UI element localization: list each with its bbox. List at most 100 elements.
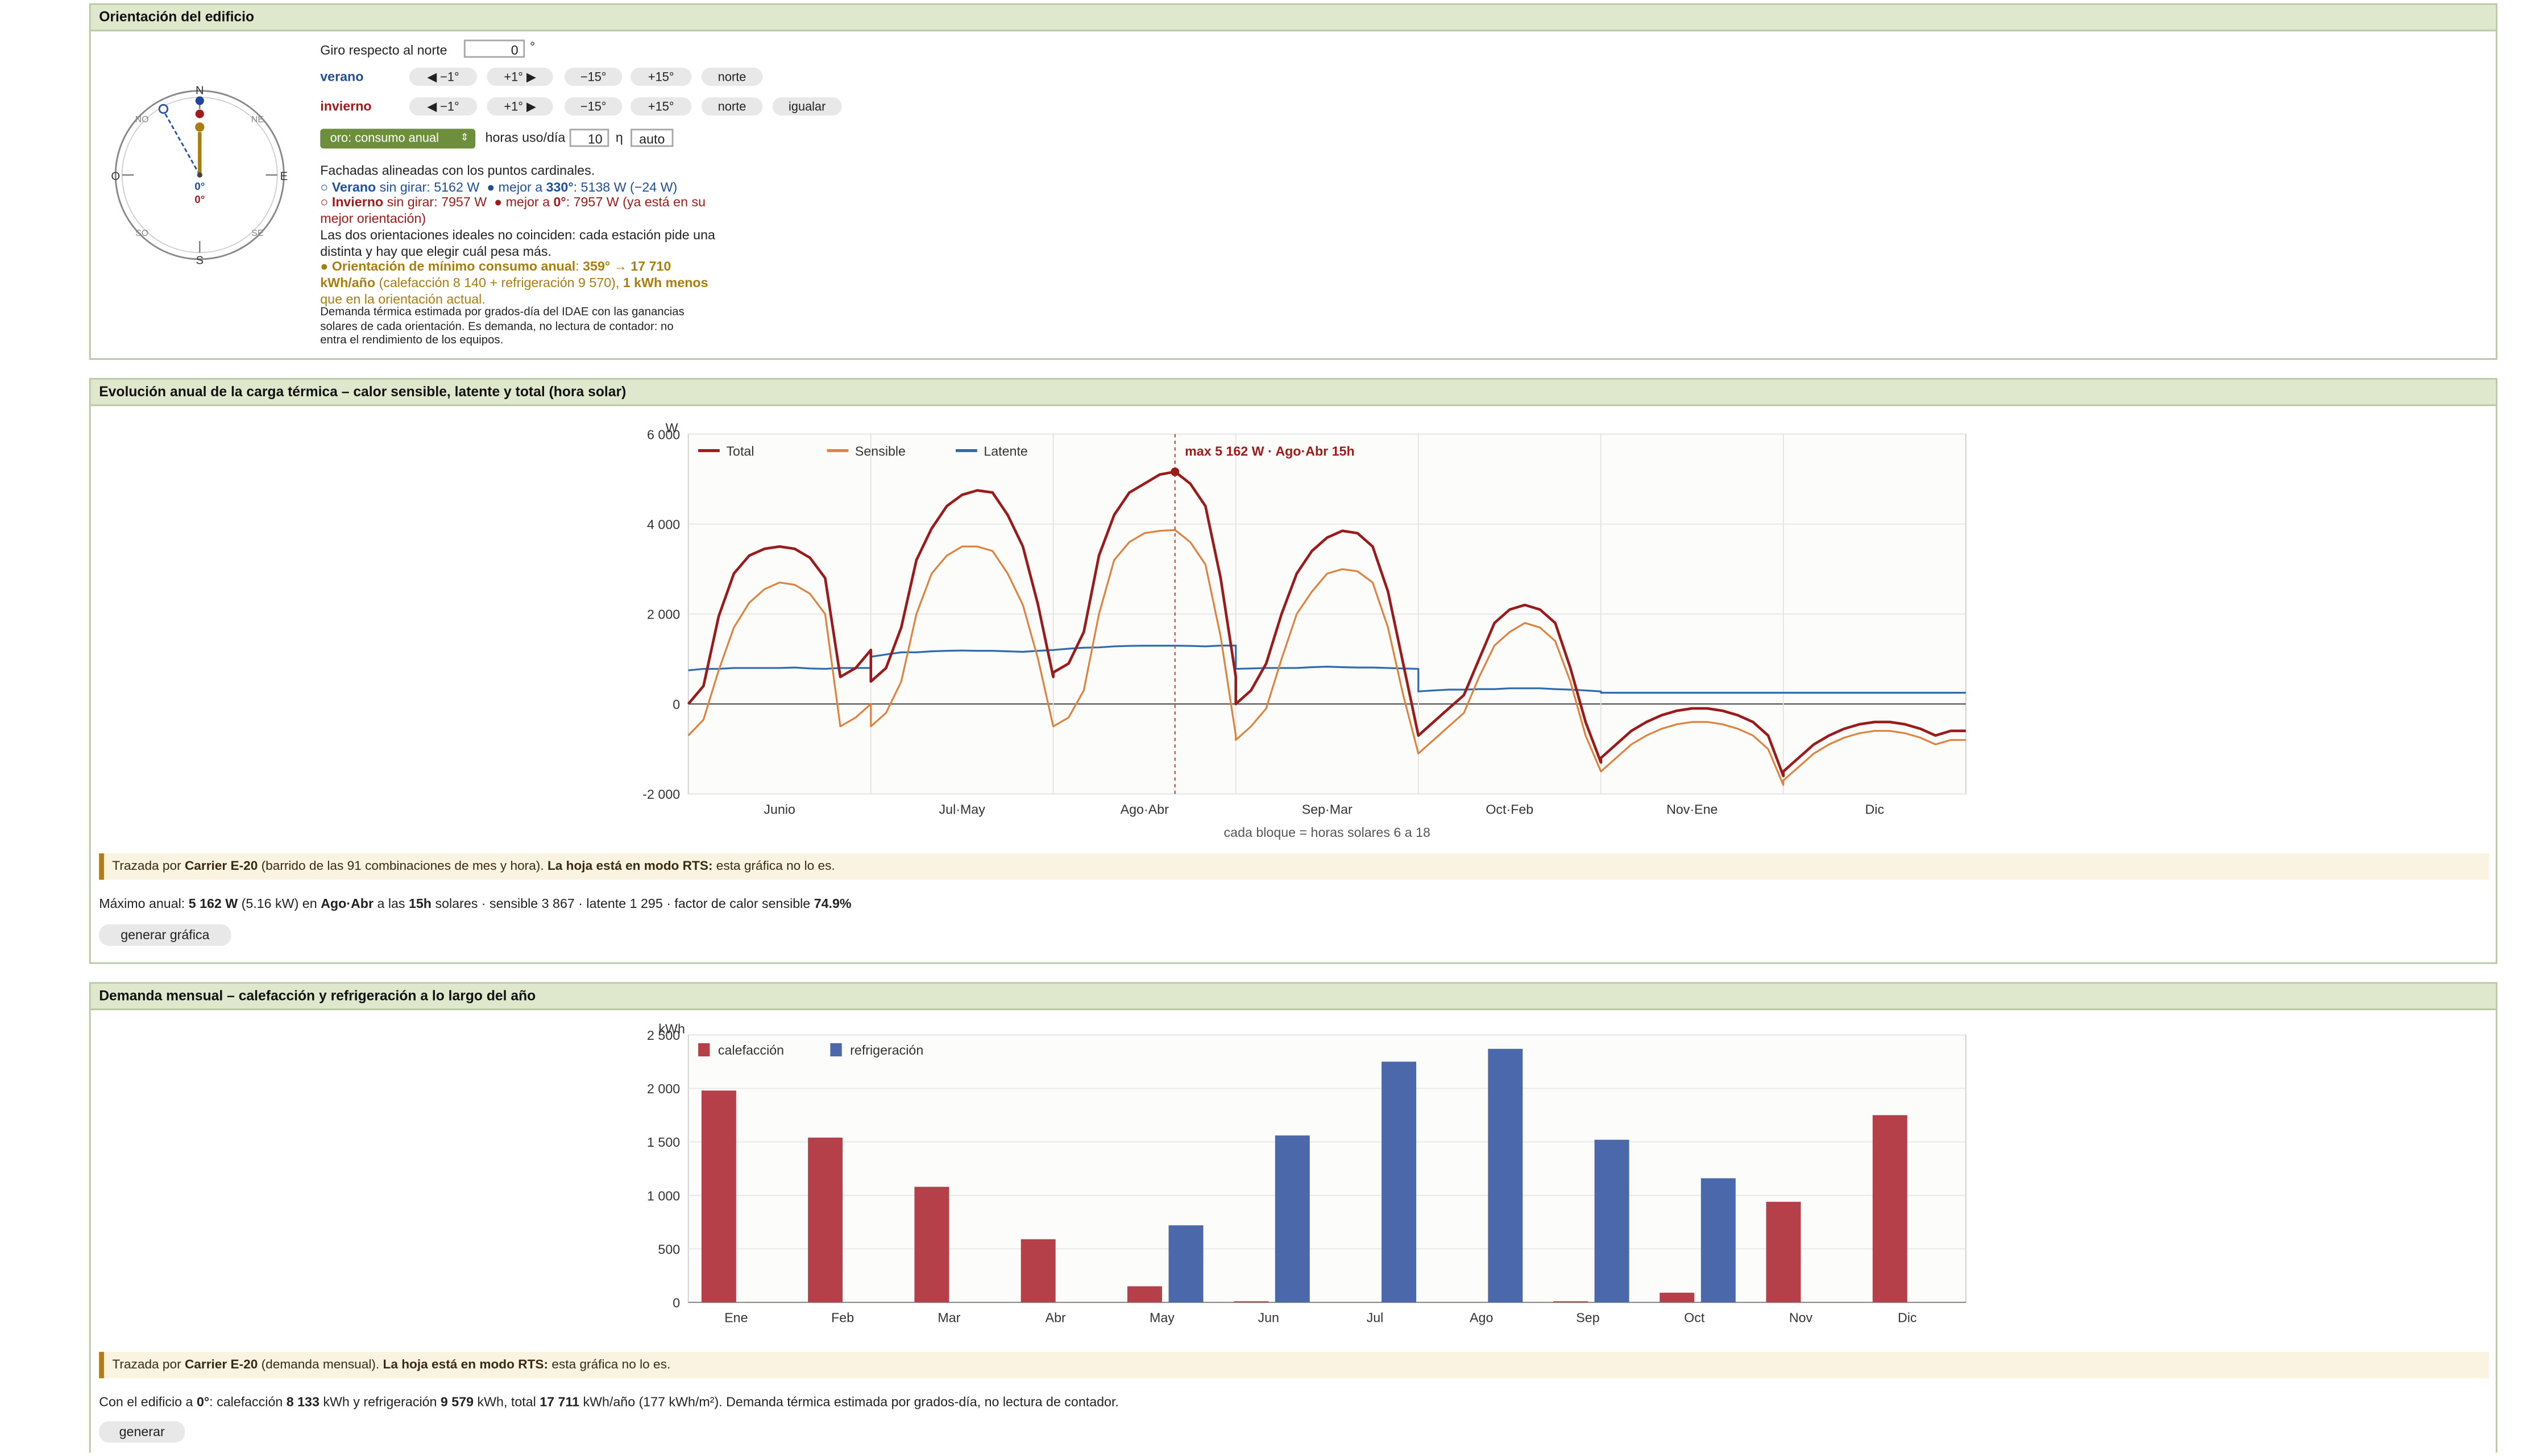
demand-chart: 2 500 2 000 1 500 1 000 500 0 kWh Ene Feb Mar Abr M… (647, 1021, 1967, 1325)
demand-bar-refrigeracion (1594, 1139, 1629, 1302)
orientation-panel-title: Orientación del edificio (90, 5, 2496, 32)
demand-ytick-label: 2 500 (647, 1028, 680, 1043)
load-series-total (687, 470, 1966, 778)
compass-se-label: SE (251, 229, 263, 238)
load-xtick-label: Junio (764, 802, 795, 816)
generar-grafica-button[interactable]: generar gráfica (99, 924, 231, 946)
demand-ytick-label: 1 500 (647, 1135, 680, 1150)
demand-xtick-label: Jul (1367, 1310, 1384, 1325)
load-series-sensible (687, 529, 1966, 786)
info-line-11: solares de cada orientación. Es demanda,… (320, 321, 674, 333)
load-peak-point (1171, 467, 1180, 476)
info-line-5: Las dos orientaciones ideales no coincid… (320, 227, 715, 243)
demand-bar-calefaccion (1766, 1201, 1801, 1302)
demand-panel-title: Demanda mensual – calefacción y refriger… (90, 984, 2496, 1010)
info-line-6: distinta y hay que elegir cuál pesa más. (320, 243, 551, 259)
demand-ytick-label: 500 (658, 1242, 680, 1256)
orientation-panel: Orientación del edificio N S E O NE NO S… (89, 3, 2498, 360)
demand-ytick-label: 0 (673, 1295, 680, 1310)
demand-bar-refrigeracion (1275, 1135, 1310, 1302)
invierno-label: invierno (320, 99, 372, 114)
demand-xtick-label: May (1150, 1310, 1175, 1325)
eta-label: η (615, 130, 623, 146)
load-xlabel: cada bloque = horas solares 6 a 18 (1224, 825, 1430, 840)
demand-bar-calefaccion (1660, 1292, 1695, 1302)
compass: N S E O NE NO SE SO 0° 0° (111, 84, 288, 267)
demand-bar-calefaccion (1872, 1115, 1907, 1302)
compass-ne-label: NE (251, 115, 264, 125)
verano-minus1-button[interactable]: ◀ −1° (409, 68, 478, 86)
info-line-10: Demanda térmica estimada por grados-día … (320, 307, 685, 320)
mode-select[interactable]: oro: consumo anual ⇕ (320, 128, 476, 149)
load-ytick-label: 2 000 (647, 607, 680, 622)
load-xtick-label: Ago·Abr (1121, 802, 1169, 816)
igualar-button[interactable]: igualar (772, 97, 842, 116)
demand-bar-refrigeracion (1382, 1061, 1417, 1302)
info-line-invierno: ○ Invierno sin girar: 7957 W ● mejor a 0… (320, 195, 706, 210)
demand-xtick-label: Nov (1789, 1310, 1813, 1325)
verano-label: verano (320, 69, 364, 85)
load-xtick-label: Dic (1865, 802, 1885, 816)
demand-xtick-label: Jun (1258, 1310, 1279, 1325)
horas-input[interactable]: 10 (569, 128, 609, 147)
load-ytick-label: 4 000 (647, 517, 680, 532)
giro-unit: ° (529, 39, 536, 55)
demand-legend-swatch (830, 1043, 842, 1057)
compass-e-label: E (280, 170, 288, 182)
load-ytick-label: 6 000 (647, 427, 680, 442)
verano-best-marker-icon (195, 96, 204, 105)
demand-bar-calefaccion (701, 1090, 736, 1302)
verano-marker-icon (158, 103, 169, 114)
invierno-minus1-button[interactable]: ◀ −1° (409, 97, 478, 116)
info-line-annual: ● Orientación de mínimo consumo anual: 3… (320, 259, 671, 275)
demand-bar-calefaccion (1021, 1239, 1056, 1302)
select-arrows-icon: ⇕ (460, 134, 469, 144)
verano-plus1-button[interactable]: +1° ▶ (487, 68, 553, 86)
demand-bar-calefaccion (1234, 1301, 1269, 1302)
demand-bar-calefaccion (1127, 1286, 1162, 1302)
demand-xtick-label: Oct (1684, 1310, 1705, 1325)
generar-button[interactable]: generar (99, 1421, 185, 1443)
giro-label: Giro respecto al norte (320, 43, 447, 58)
demand-xtick-label: Mar (938, 1310, 960, 1325)
load-legend-label-latente: Latente (984, 443, 1027, 458)
info-line-12: entra el rendimiento de los equipos. (320, 335, 504, 347)
load-peak-annotation: max 5 162 W · Ago·Abr 15h (1185, 443, 1354, 458)
eta-input[interactable]: auto (630, 128, 674, 147)
load-series-latente (688, 644, 1966, 694)
demand-xtick-label: Ago (1470, 1310, 1493, 1325)
demand-xtick-label: Dic (1898, 1310, 1917, 1325)
verano-plus15-button[interactable]: +15° (630, 68, 692, 86)
load-summary: Máximo anual: 5 162 W (5.16 kW) en Ago·A… (99, 896, 852, 911)
demand-ytick-label: 2 000 (647, 1081, 680, 1096)
horas-label: horas uso/día (485, 130, 566, 146)
load-panel: Evolución anual de la carga térmica – ca… (89, 378, 2498, 964)
invierno-plus1-button[interactable]: +1° ▶ (487, 97, 553, 116)
demand-plot-area (687, 1034, 1967, 1303)
invierno-minus15-button[interactable]: −15° (564, 97, 623, 116)
compass-deg-blue: 0° (194, 180, 205, 192)
verano-norte-button[interactable]: norte (701, 68, 763, 86)
demand-legend-swatch (698, 1043, 710, 1057)
load-ytick-label: 0 (673, 697, 680, 712)
info-line-annual-3: que en la orientación actual. (320, 291, 486, 306)
demand-xtick-label: Abr (1046, 1310, 1066, 1325)
compass-s-label: S (196, 255, 204, 267)
demand-xtick-label: Feb (831, 1310, 854, 1325)
load-ytick-label: -2 000 (642, 787, 680, 802)
load-xtick-label: Sep·Mar (1302, 802, 1353, 816)
compass-so-label: SO (135, 229, 148, 238)
verano-minus15-button[interactable]: −15° (564, 68, 623, 86)
giro-input[interactable]: 0 (463, 39, 525, 58)
demand-legend-label: calefacción (718, 1043, 784, 1057)
demand-bar-calefaccion (914, 1187, 949, 1302)
demand-bar-refrigeracion (1488, 1048, 1523, 1302)
demand-bar-refrigeracion (1700, 1178, 1736, 1302)
demand-ytick-label: 1 000 (647, 1188, 680, 1203)
load-legend-label-sensible: Sensible (855, 443, 906, 458)
invierno-norte-button[interactable]: norte (701, 97, 763, 116)
demand-bar-refrigeracion (1168, 1225, 1204, 1302)
invierno-plus15-button[interactable]: +15° (630, 97, 692, 116)
load-panel-title: Evolución anual de la carga térmica – ca… (90, 379, 2496, 406)
info-line-annual-2: kWh/año (calefacción 8 140 + refrigeraci… (320, 275, 708, 291)
